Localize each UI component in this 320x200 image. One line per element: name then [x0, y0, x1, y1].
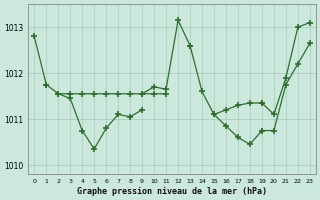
X-axis label: Graphe pression niveau de la mer (hPa): Graphe pression niveau de la mer (hPa)	[77, 187, 267, 196]
